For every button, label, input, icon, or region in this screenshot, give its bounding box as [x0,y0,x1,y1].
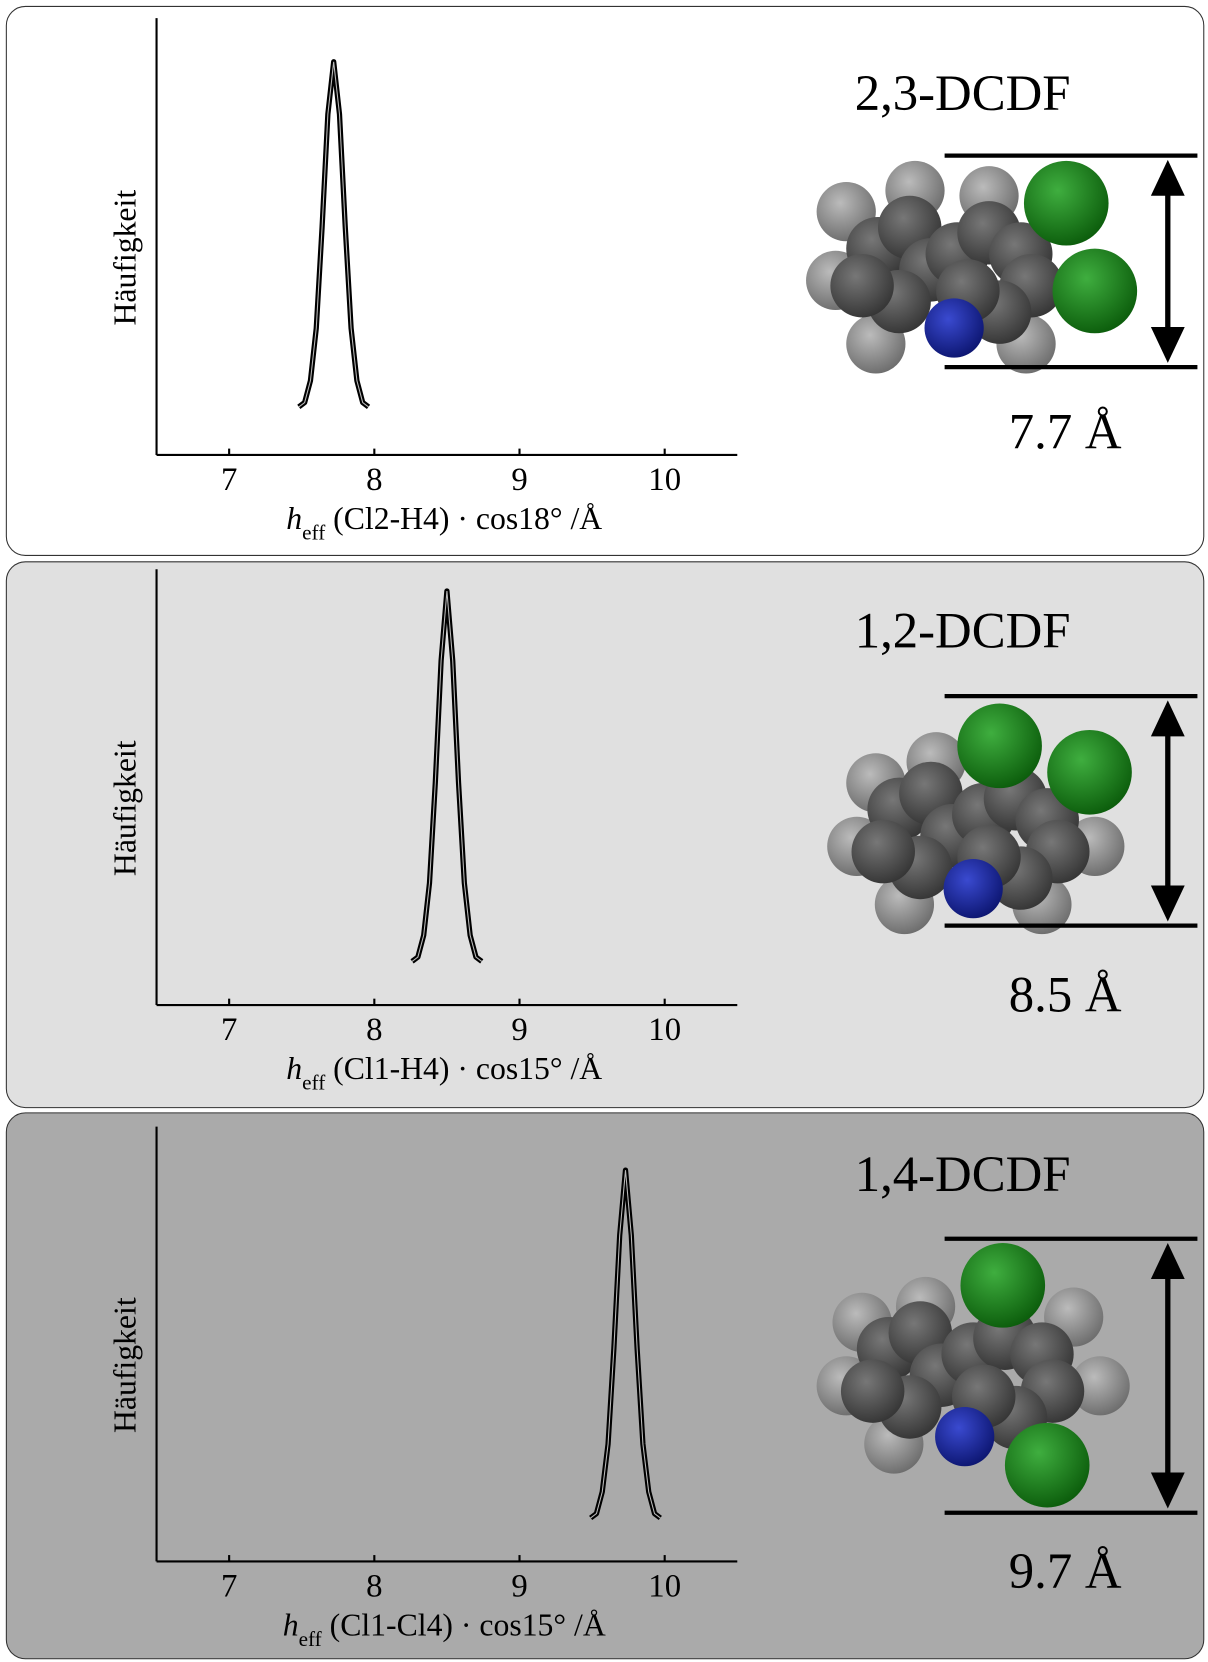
panel: 7 8 9 10 Häufigkeit heff (Cl2-H4) · cos18° /Å… [5,5,1205,556]
x-tick-label: 9 [511,462,527,498]
distance-label: 7.7 Å [1009,404,1122,460]
x-label-subscript: eff [302,521,326,545]
atom [1047,729,1132,815]
x-label-text: (Cl2-H4) · cos18° /Å [325,501,602,536]
y-axis-label: Häufigkeit [107,740,142,876]
distance-label: 8.5 Å [1009,966,1122,1022]
x-label-symbol: h [283,1607,299,1642]
atom [1023,160,1109,246]
atom [840,1359,905,1423]
x-label-text: (Cl1-Cl4) · cos15° /Å [322,1607,606,1642]
fit-line [411,590,483,962]
atom [935,1406,995,1467]
x-tick-label: 7 [221,1012,237,1048]
x-tick-label: 9 [511,1012,527,1048]
x-tick-label: 7 [221,1568,237,1604]
molecule-name: 1,4-DCDF [855,1146,1071,1202]
x-label-subscript: eff [302,1071,326,1095]
atom [1052,248,1138,334]
arrow-head [1150,159,1185,196]
x-tick-label: 10 [648,1012,681,1048]
atom [1070,1356,1130,1416]
atom [943,859,1003,919]
x-tick-label: 9 [511,1568,527,1604]
x-label-symbol: h [286,501,302,536]
x-tick-label: 10 [648,462,681,498]
arrow-head [1150,885,1185,922]
y-axis-label: Häufigkeit [107,1297,142,1433]
atom [1004,1422,1090,1508]
fit-line [298,61,369,408]
atom [924,298,984,358]
arrow-head [1150,1243,1185,1279]
molecule [806,160,1138,374]
molecule-name: 2,3-DCDF [855,65,1071,121]
arrow-head [1150,326,1185,363]
y-axis-label: Häufigkeit [107,190,142,326]
arrow-head [1150,1472,1185,1509]
x-label-subscript: eff [299,1627,323,1651]
atom [957,703,1042,789]
x-axis-label: heff (Cl1-H4) · cos15° /Å [286,1051,602,1095]
molecule-name: 1,2-DCDF [855,602,1071,658]
x-label-symbol: h [286,1051,302,1086]
panel: 7 8 9 10 Häufigkeit heff (Cl1-H4) · cos15° /Å… [5,561,1205,1109]
distance-label: 9.7 Å [1009,1543,1122,1599]
x-tick-label: 8 [366,1568,382,1604]
molecule [816,1243,1130,1508]
x-axis-label: heff (Cl1-Cl4) · cos15° /Å [283,1607,606,1651]
x-label-text: (Cl1-H4) · cos15° /Å [325,1051,602,1086]
x-tick-label: 10 [648,1568,681,1604]
atom [851,819,915,884]
panel-background [5,561,1205,1109]
molecule [827,703,1132,935]
arrow-head [1150,700,1185,737]
atom [960,1243,1046,1328]
atom [830,253,894,318]
panel-background [5,1112,1205,1660]
x-tick-label: 7 [221,462,237,498]
x-tick-label: 8 [366,462,382,498]
x-axis-label: heff (Cl2-H4) · cos18° /Å [286,501,602,545]
panel: 7 8 9 10 Häufigkeit heff (Cl1-Cl4) · cos15° /… [5,1112,1205,1660]
panel-background [5,5,1205,556]
x-tick-label: 8 [366,1012,382,1048]
fit-line [590,1170,661,1519]
